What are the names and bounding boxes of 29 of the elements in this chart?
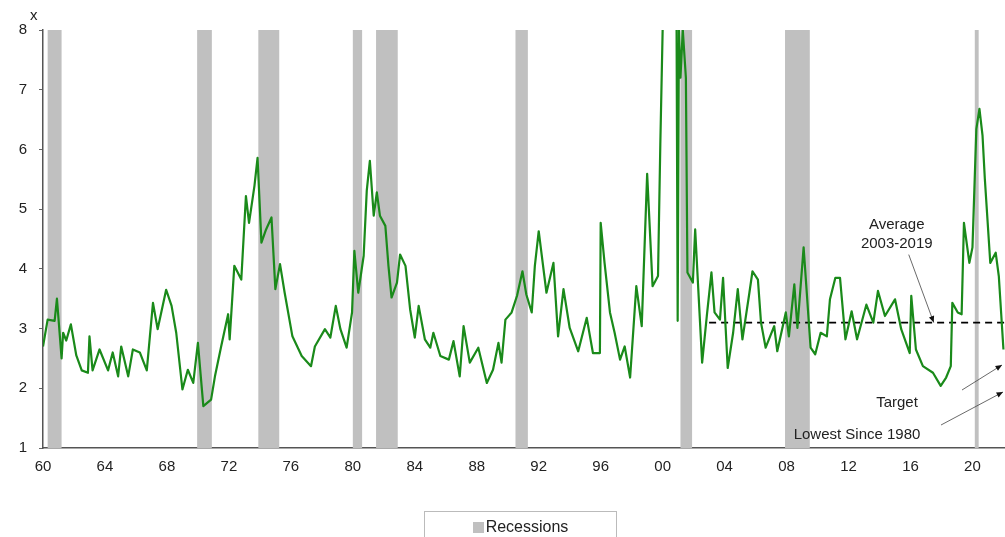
annotation: Target	[876, 393, 919, 411]
y-tick-label: 8	[18, 20, 27, 38]
x-tick-label: 20	[964, 457, 981, 475]
y-axis-title: x	[30, 6, 38, 23]
x-tick-label: 92	[530, 457, 548, 475]
y-tick-label: 6	[18, 139, 27, 157]
x-tick-label: 68	[158, 457, 176, 475]
y-tick-label: 2	[18, 378, 27, 396]
x-tick-label: 00	[654, 457, 671, 475]
y-tick-label: 1	[18, 438, 27, 456]
y-tick-label: 7	[18, 79, 27, 97]
y-tick-label: 3	[18, 318, 27, 336]
x-tick-label: 12	[840, 457, 857, 475]
x-tick-label: 80	[344, 457, 362, 475]
y-tick-label: 5	[18, 199, 27, 217]
x-tick-label: 08	[778, 457, 795, 475]
x-tick-label: 88	[468, 457, 486, 475]
annotation: Average 2003-2019	[860, 214, 933, 251]
x-tick-label: 16	[902, 457, 919, 475]
y-tick-label: 4	[18, 259, 27, 276]
x-tick-label: 64	[96, 457, 114, 475]
x-tick-label: 72	[220, 457, 238, 475]
legend-label: Recessions	[485, 518, 569, 535]
x-tick-label: 76	[282, 457, 300, 475]
x-tick-label: 84	[406, 457, 424, 475]
x-tick-label: 60	[34, 457, 52, 475]
annotation: Lowest Since 1980	[793, 425, 921, 443]
x-tick-label: 96	[592, 457, 610, 475]
x-tick-label: 04	[716, 457, 733, 475]
